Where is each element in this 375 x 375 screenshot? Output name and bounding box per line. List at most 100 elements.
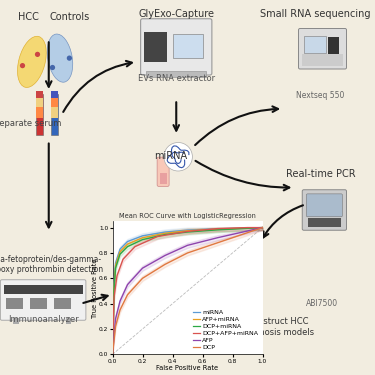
Bar	[36, 91, 43, 98]
AFP	[163, 253, 167, 258]
FancyArrowPatch shape	[63, 61, 132, 112]
Line: miRNA: miRNA	[112, 228, 262, 354]
DCP	[260, 225, 265, 230]
DCP	[185, 251, 190, 255]
Text: Construct HCC
diagnosis models: Construct HCC diagnosis models	[241, 317, 314, 337]
Line: AFP: AFP	[112, 228, 262, 354]
Bar	[328, 38, 339, 58]
AFP+miRNA	[112, 286, 116, 291]
Line: DCP+miRNA: DCP+miRNA	[112, 228, 262, 354]
AFP+miRNA	[260, 225, 265, 230]
miRNA	[163, 230, 167, 234]
AFP	[140, 266, 145, 270]
Text: EVs RNA extractor: EVs RNA extractor	[138, 74, 215, 83]
FancyArrowPatch shape	[263, 205, 303, 237]
DCP+AFP+miRNA	[245, 225, 250, 230]
AFP	[185, 243, 190, 248]
FancyArrowPatch shape	[46, 42, 51, 87]
AFP	[125, 282, 130, 287]
miRNA	[185, 228, 190, 232]
Bar	[51, 94, 58, 135]
DCP+AFP+miRNA	[112, 295, 116, 300]
DCP+AFP+miRNA	[185, 229, 190, 234]
Text: Controls: Controls	[49, 12, 90, 22]
DCP	[125, 292, 130, 297]
AFP	[110, 352, 115, 357]
Circle shape	[50, 65, 55, 70]
Bar	[302, 54, 343, 66]
DCP+AFP+miRNA	[110, 352, 115, 357]
Legend: miRNA, AFP+miRNA, DCP+miRNA, DCP+AFP+miRNA, AFP, DCP: miRNA, AFP+miRNA, DCP+miRNA, DCP+AFP+miR…	[192, 309, 260, 351]
DCP+miRNA	[125, 244, 130, 249]
AFP+miRNA	[215, 227, 220, 231]
DCP+miRNA	[140, 237, 145, 242]
DCP+AFP+miRNA	[215, 226, 220, 231]
Line: AFP+miRNA: AFP+miRNA	[112, 228, 262, 354]
DCP+AFP+miRNA	[121, 257, 125, 261]
Text: Real-time PCR: Real-time PCR	[286, 170, 356, 179]
Bar	[36, 94, 43, 135]
Line: DCP: DCP	[112, 228, 262, 354]
Bar	[308, 217, 341, 227]
miRNA	[215, 226, 220, 231]
DCP+AFP+miRNA	[133, 244, 137, 249]
Circle shape	[67, 56, 72, 61]
AFP	[215, 236, 220, 240]
DCP+miRNA	[118, 252, 122, 257]
DCP	[163, 262, 167, 267]
Bar	[51, 98, 58, 107]
AFP	[118, 299, 122, 303]
Bar	[51, 107, 58, 118]
Bar	[51, 91, 58, 98]
DCP	[110, 352, 115, 357]
DCP+miRNA	[185, 230, 190, 234]
Y-axis label: True Positive Rate: True Positive Rate	[92, 258, 98, 318]
Bar	[36, 107, 43, 118]
Bar	[172, 34, 202, 58]
FancyBboxPatch shape	[302, 190, 346, 230]
Bar	[66, 318, 71, 324]
miRNA	[140, 234, 145, 238]
DCP	[118, 308, 122, 312]
DCP	[140, 276, 145, 280]
DCP+AFP+miRNA	[260, 225, 265, 230]
DCP+miRNA	[112, 289, 116, 293]
DCP+AFP+miRNA	[115, 273, 119, 278]
miRNA	[125, 239, 130, 244]
Ellipse shape	[18, 36, 46, 87]
miRNA	[113, 261, 118, 266]
FancyArrowPatch shape	[195, 106, 278, 145]
Circle shape	[20, 63, 25, 68]
FancyBboxPatch shape	[306, 194, 342, 217]
Text: Separate serum: Separate serum	[0, 119, 62, 128]
X-axis label: False Positive Rate: False Positive Rate	[156, 365, 219, 371]
FancyBboxPatch shape	[298, 28, 346, 69]
Text: ABI7500: ABI7500	[306, 299, 339, 308]
DCP+miRNA	[110, 352, 115, 357]
AFP+miRNA	[110, 352, 115, 357]
Text: Nextseq 550: Nextseq 550	[296, 91, 345, 100]
FancyArrowPatch shape	[174, 102, 179, 130]
Circle shape	[164, 142, 192, 171]
DCP+miRNA	[215, 228, 220, 232]
DCP+miRNA	[260, 225, 265, 230]
Bar	[36, 98, 43, 107]
miRNA	[260, 225, 265, 230]
Text: Alpha-fetoprotein/des-gamma-
carboxy prothrombin detection: Alpha-fetoprotein/des-gamma- carboxy pro…	[0, 255, 103, 274]
miRNA	[118, 247, 122, 251]
Bar	[54, 298, 71, 309]
AFP	[260, 225, 265, 230]
FancyArrowPatch shape	[83, 295, 108, 303]
DCP+miRNA	[113, 266, 118, 270]
Title: Mean ROC Curve with LogisticRegression: Mean ROC Curve with LogisticRegression	[119, 213, 256, 219]
Bar	[13, 318, 19, 324]
Circle shape	[35, 52, 40, 57]
DCP+miRNA	[163, 232, 167, 237]
AFP+miRNA	[163, 231, 167, 236]
DCP+AFP+miRNA	[155, 234, 160, 239]
AFP	[113, 316, 118, 321]
AFP+miRNA	[118, 249, 122, 254]
AFP+miRNA	[185, 228, 190, 233]
FancyArrowPatch shape	[46, 143, 51, 227]
Text: GlyExo-Capture: GlyExo-Capture	[138, 9, 214, 19]
